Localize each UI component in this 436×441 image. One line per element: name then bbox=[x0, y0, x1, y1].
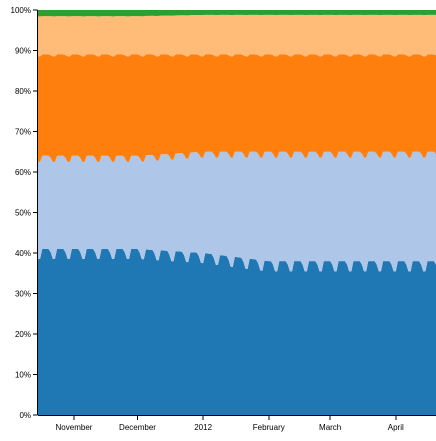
area-series-1 bbox=[38, 248, 436, 415]
x-tick-label: March bbox=[319, 423, 341, 432]
area-series-group bbox=[38, 10, 436, 415]
x-tick-label: December bbox=[119, 423, 156, 432]
x-tick-label: November bbox=[56, 423, 93, 432]
y-tick-label: 40% bbox=[15, 249, 31, 258]
y-tick-label: 10% bbox=[15, 371, 31, 380]
area-series-5 bbox=[38, 10, 436, 17]
area-series-3 bbox=[38, 54, 436, 162]
y-tick-label: 90% bbox=[15, 47, 31, 56]
y-tick-label: 0% bbox=[19, 411, 31, 420]
x-tick-label: April bbox=[388, 423, 404, 432]
y-tick-label: 70% bbox=[15, 128, 31, 137]
y-tick-label: 100% bbox=[11, 6, 31, 15]
x-axis: November December 2012 February March April bbox=[38, 415, 436, 432]
area-series-2 bbox=[38, 151, 436, 272]
y-tick-label: 60% bbox=[15, 168, 31, 177]
y-tick-label: 80% bbox=[15, 87, 31, 96]
y-tick-label: 20% bbox=[15, 330, 31, 339]
y-tick-label: 30% bbox=[15, 290, 31, 299]
area-series-4 bbox=[38, 14, 436, 57]
y-axis: 0% 10% 20% 30% 40% 50% 60% 70% 80% 90% 100% bbox=[11, 6, 38, 420]
y-tick-label: 50% bbox=[15, 209, 31, 218]
x-tick-label: 2012 bbox=[194, 423, 212, 432]
x-tick-label: February bbox=[253, 423, 285, 432]
